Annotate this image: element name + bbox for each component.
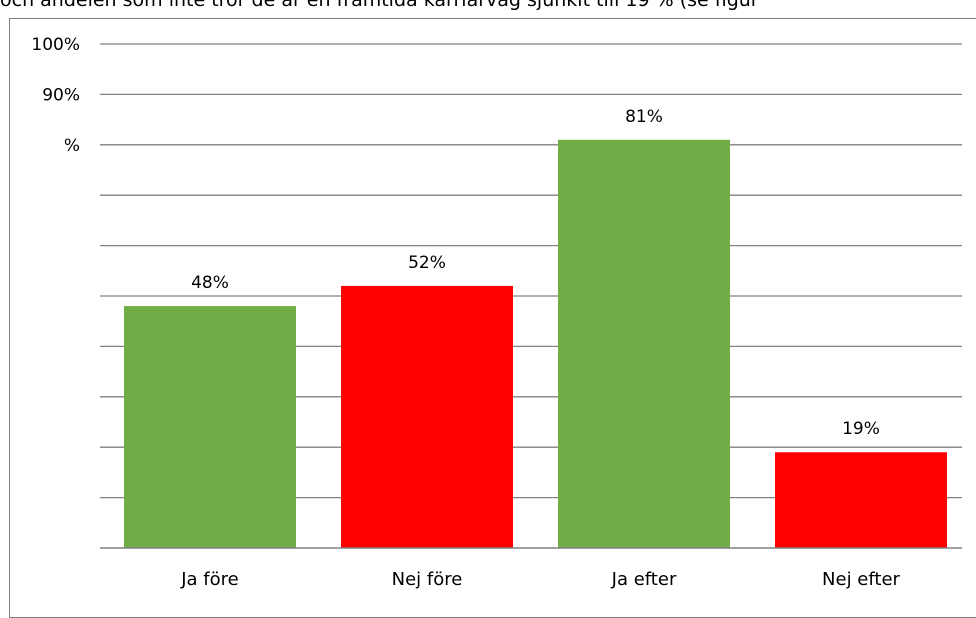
category-label: Nej efter bbox=[822, 569, 900, 590]
category-label: Ja efter bbox=[611, 569, 677, 590]
bar-chart: 100% 90%% Ja före Nej före Ja efter Nej efte… bbox=[31, 35, 962, 590]
y-tick-label: 100% bbox=[31, 35, 80, 55]
category-label: Ja före bbox=[180, 569, 239, 590]
data-label: 52% bbox=[408, 253, 446, 273]
caption-text: och andelen som inte tror de är en framt… bbox=[0, 0, 759, 11]
data-labels: 48% 52% 81% 19% bbox=[191, 107, 880, 439]
data-label: 81% bbox=[625, 107, 663, 127]
category-label: Nej före bbox=[392, 569, 463, 590]
y-tick-label: % bbox=[64, 136, 80, 156]
x-axis-category-labels: Ja före Nej före Ja efter Nej efter bbox=[180, 569, 900, 590]
bars bbox=[124, 139, 947, 548]
data-label: 19% bbox=[842, 419, 880, 439]
bar bbox=[558, 139, 730, 548]
data-label: 48% bbox=[191, 273, 229, 293]
bar bbox=[341, 285, 513, 548]
bar bbox=[775, 452, 947, 548]
bar bbox=[124, 306, 296, 548]
y-axis-tick-labels: 100% 90%% bbox=[31, 35, 80, 156]
y-tick-label: 90% bbox=[42, 85, 80, 105]
